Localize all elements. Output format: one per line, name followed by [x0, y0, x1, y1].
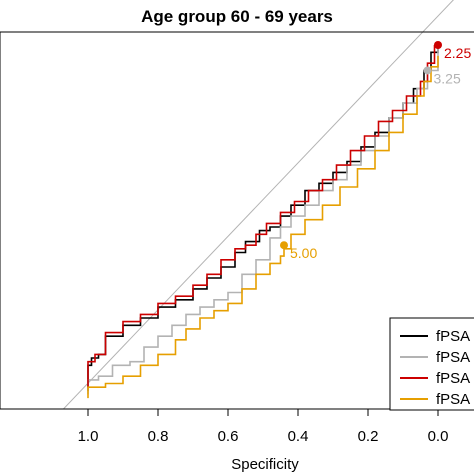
- legend-label-3: fPSA: [436, 370, 470, 387]
- legend-box: [389, 317, 474, 411]
- x-tick-label-4: 0.4: [288, 428, 309, 445]
- series-layer: [87, 45, 439, 399]
- x-tick-label-3: 0.6: [218, 428, 239, 445]
- threshold-label-2: 2.25: [444, 45, 471, 61]
- series-line-2: [87, 45, 439, 395]
- series-line-4: [87, 55, 439, 399]
- legend: fPSA fPSA fPSA fPSA: [389, 317, 474, 411]
- threshold-point-3: [423, 66, 432, 75]
- plot-area: 5.00 2.25 3.25: [62, 0, 471, 409]
- annotation-layer: 5.00 2.25 3.25: [280, 41, 471, 261]
- legend-label-1: fPSA: [436, 328, 470, 345]
- x-tick-label-2: 0.8: [148, 428, 169, 445]
- threshold-point-2: [434, 41, 442, 49]
- series-line-1: [87, 45, 439, 391]
- x-tick-label-1: 1.0: [78, 428, 99, 445]
- reference-diagonal-line: [62, 0, 454, 409]
- x-tick-label-6: 0.0: [428, 428, 449, 445]
- series-line-3: [87, 45, 436, 388]
- threshold-point-1: [280, 241, 288, 250]
- chart-title: Age group 60 - 69 years: [141, 7, 333, 26]
- plot-frame: [0, 31, 474, 410]
- legend-label-4: fPSA: [436, 391, 470, 408]
- threshold-label-3: 3.25: [434, 70, 461, 86]
- threshold-label-1: 5.00: [290, 245, 317, 261]
- legend-label-2: fPSA: [436, 349, 470, 366]
- x-axis: 1.0 0.8 0.6 0.4 0.2 0.0: [78, 409, 449, 445]
- x-axis-label: Specificity: [231, 456, 299, 473]
- x-tick-label-5: 0.2: [358, 428, 379, 445]
